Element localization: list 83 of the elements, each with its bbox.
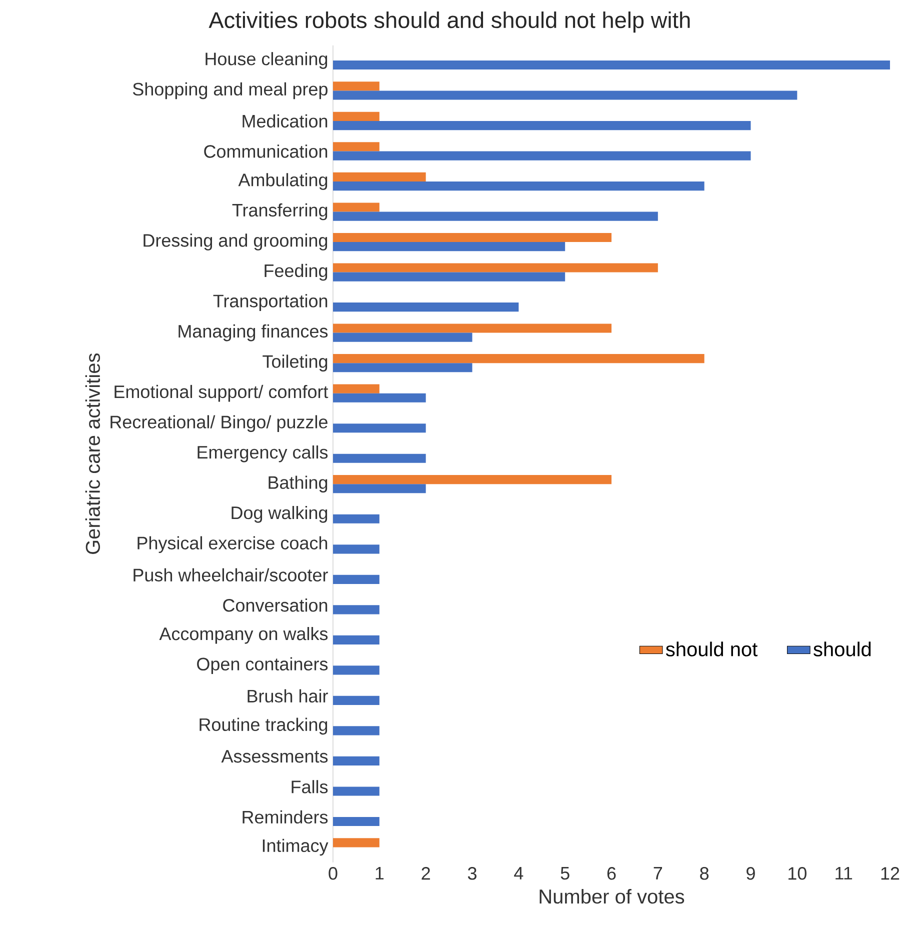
y-tick-label: Transportation (213, 294, 328, 311)
y-tick-label: Emotional support/ comfort (114, 384, 328, 402)
bar (332, 112, 380, 121)
bar (332, 544, 380, 554)
bar (332, 475, 612, 484)
y-tick-label: Bathing (268, 476, 328, 492)
y-tick-label: Reminders (242, 810, 328, 824)
bar (332, 393, 426, 402)
bar (332, 363, 472, 372)
bar (332, 232, 612, 242)
y-tick-label: Recreational/ Bingo/ puzzle (110, 415, 328, 432)
legend-label: should (814, 642, 871, 656)
y-tick-label: Open containers (197, 657, 328, 674)
legend-label: should not (666, 642, 758, 656)
bar (332, 838, 380, 848)
y-tick-label: House cleaning (206, 52, 328, 69)
x-tick-label: 4 (514, 867, 524, 880)
x-tick-label: 12 (881, 867, 900, 880)
bar (332, 151, 751, 160)
y-tick-label: Intimacy (262, 838, 328, 856)
bar (332, 454, 426, 463)
bar (332, 574, 380, 584)
bar (332, 142, 380, 152)
y-tick-label: Push wheelchair/scooter (134, 568, 328, 582)
bar (332, 816, 380, 826)
bar (332, 182, 704, 191)
bar (332, 263, 658, 272)
y-tick-label: Managing finances (178, 324, 328, 342)
bar (332, 82, 380, 91)
x-tick-label: 2 (422, 867, 430, 880)
y-tick-label: Shopping and meal prep (132, 82, 328, 100)
x-axis-title: Number of votes (540, 888, 684, 904)
bar (332, 242, 566, 252)
y-tick-label: Emergency calls (198, 445, 328, 462)
x-tick-label: 1 (376, 867, 384, 880)
y-tick-label: Medication (242, 114, 328, 128)
x-tick-label: 11 (836, 867, 852, 880)
y-axis-title: Geriatric care activities (85, 353, 100, 554)
bar (332, 666, 380, 675)
bar (332, 756, 380, 766)
y-tick-label: Physical exercise coach (138, 536, 328, 554)
chart-title: Activities robots should and should not help with (208, 12, 690, 33)
bar (332, 605, 380, 614)
y-tick-label: Conversation (223, 598, 328, 612)
y-tick-label: Dog walking (232, 506, 328, 523)
x-tick-label: 9 (746, 867, 755, 880)
y-tick-label: Ambulating (238, 173, 328, 190)
x-tick-label: 7 (654, 867, 662, 880)
bar (332, 484, 426, 494)
bar (332, 514, 380, 524)
bar (332, 272, 566, 282)
bar (332, 726, 380, 736)
bar (332, 120, 751, 130)
bar (332, 212, 658, 221)
y-tick-label: Falls (292, 780, 328, 794)
bar (332, 384, 380, 394)
y-tick-label: Transferring (232, 203, 328, 220)
y-tick-label: Dressing and grooming (144, 234, 328, 250)
bar (332, 696, 380, 705)
x-tick-label: 3 (468, 867, 476, 880)
y-tick-label: Feeding (264, 264, 328, 281)
y-tick-label: Communication (204, 144, 328, 158)
bar (332, 424, 426, 433)
bar (332, 354, 704, 364)
x-tick-label: 8 (700, 867, 709, 880)
bar (332, 635, 380, 644)
bar (332, 786, 380, 796)
y-tick-label: Toileting (262, 354, 328, 372)
y-tick-label: Brush hair (248, 689, 328, 703)
bar (332, 172, 426, 182)
bar (332, 60, 890, 70)
bar (332, 302, 519, 312)
x-tick-label: 5 (560, 867, 570, 880)
x-tick-label: 10 (788, 867, 806, 880)
bar (332, 332, 472, 342)
x-tick-label: 0 (328, 867, 338, 880)
bar (332, 202, 380, 212)
x-tick-label: 6 (607, 867, 616, 880)
y-tick-label: Accompany on walks (159, 627, 328, 644)
y-tick-label: Routine tracking (200, 718, 328, 735)
y-tick-label: Assessments (221, 750, 328, 763)
bar (332, 324, 612, 333)
bar (332, 90, 798, 100)
